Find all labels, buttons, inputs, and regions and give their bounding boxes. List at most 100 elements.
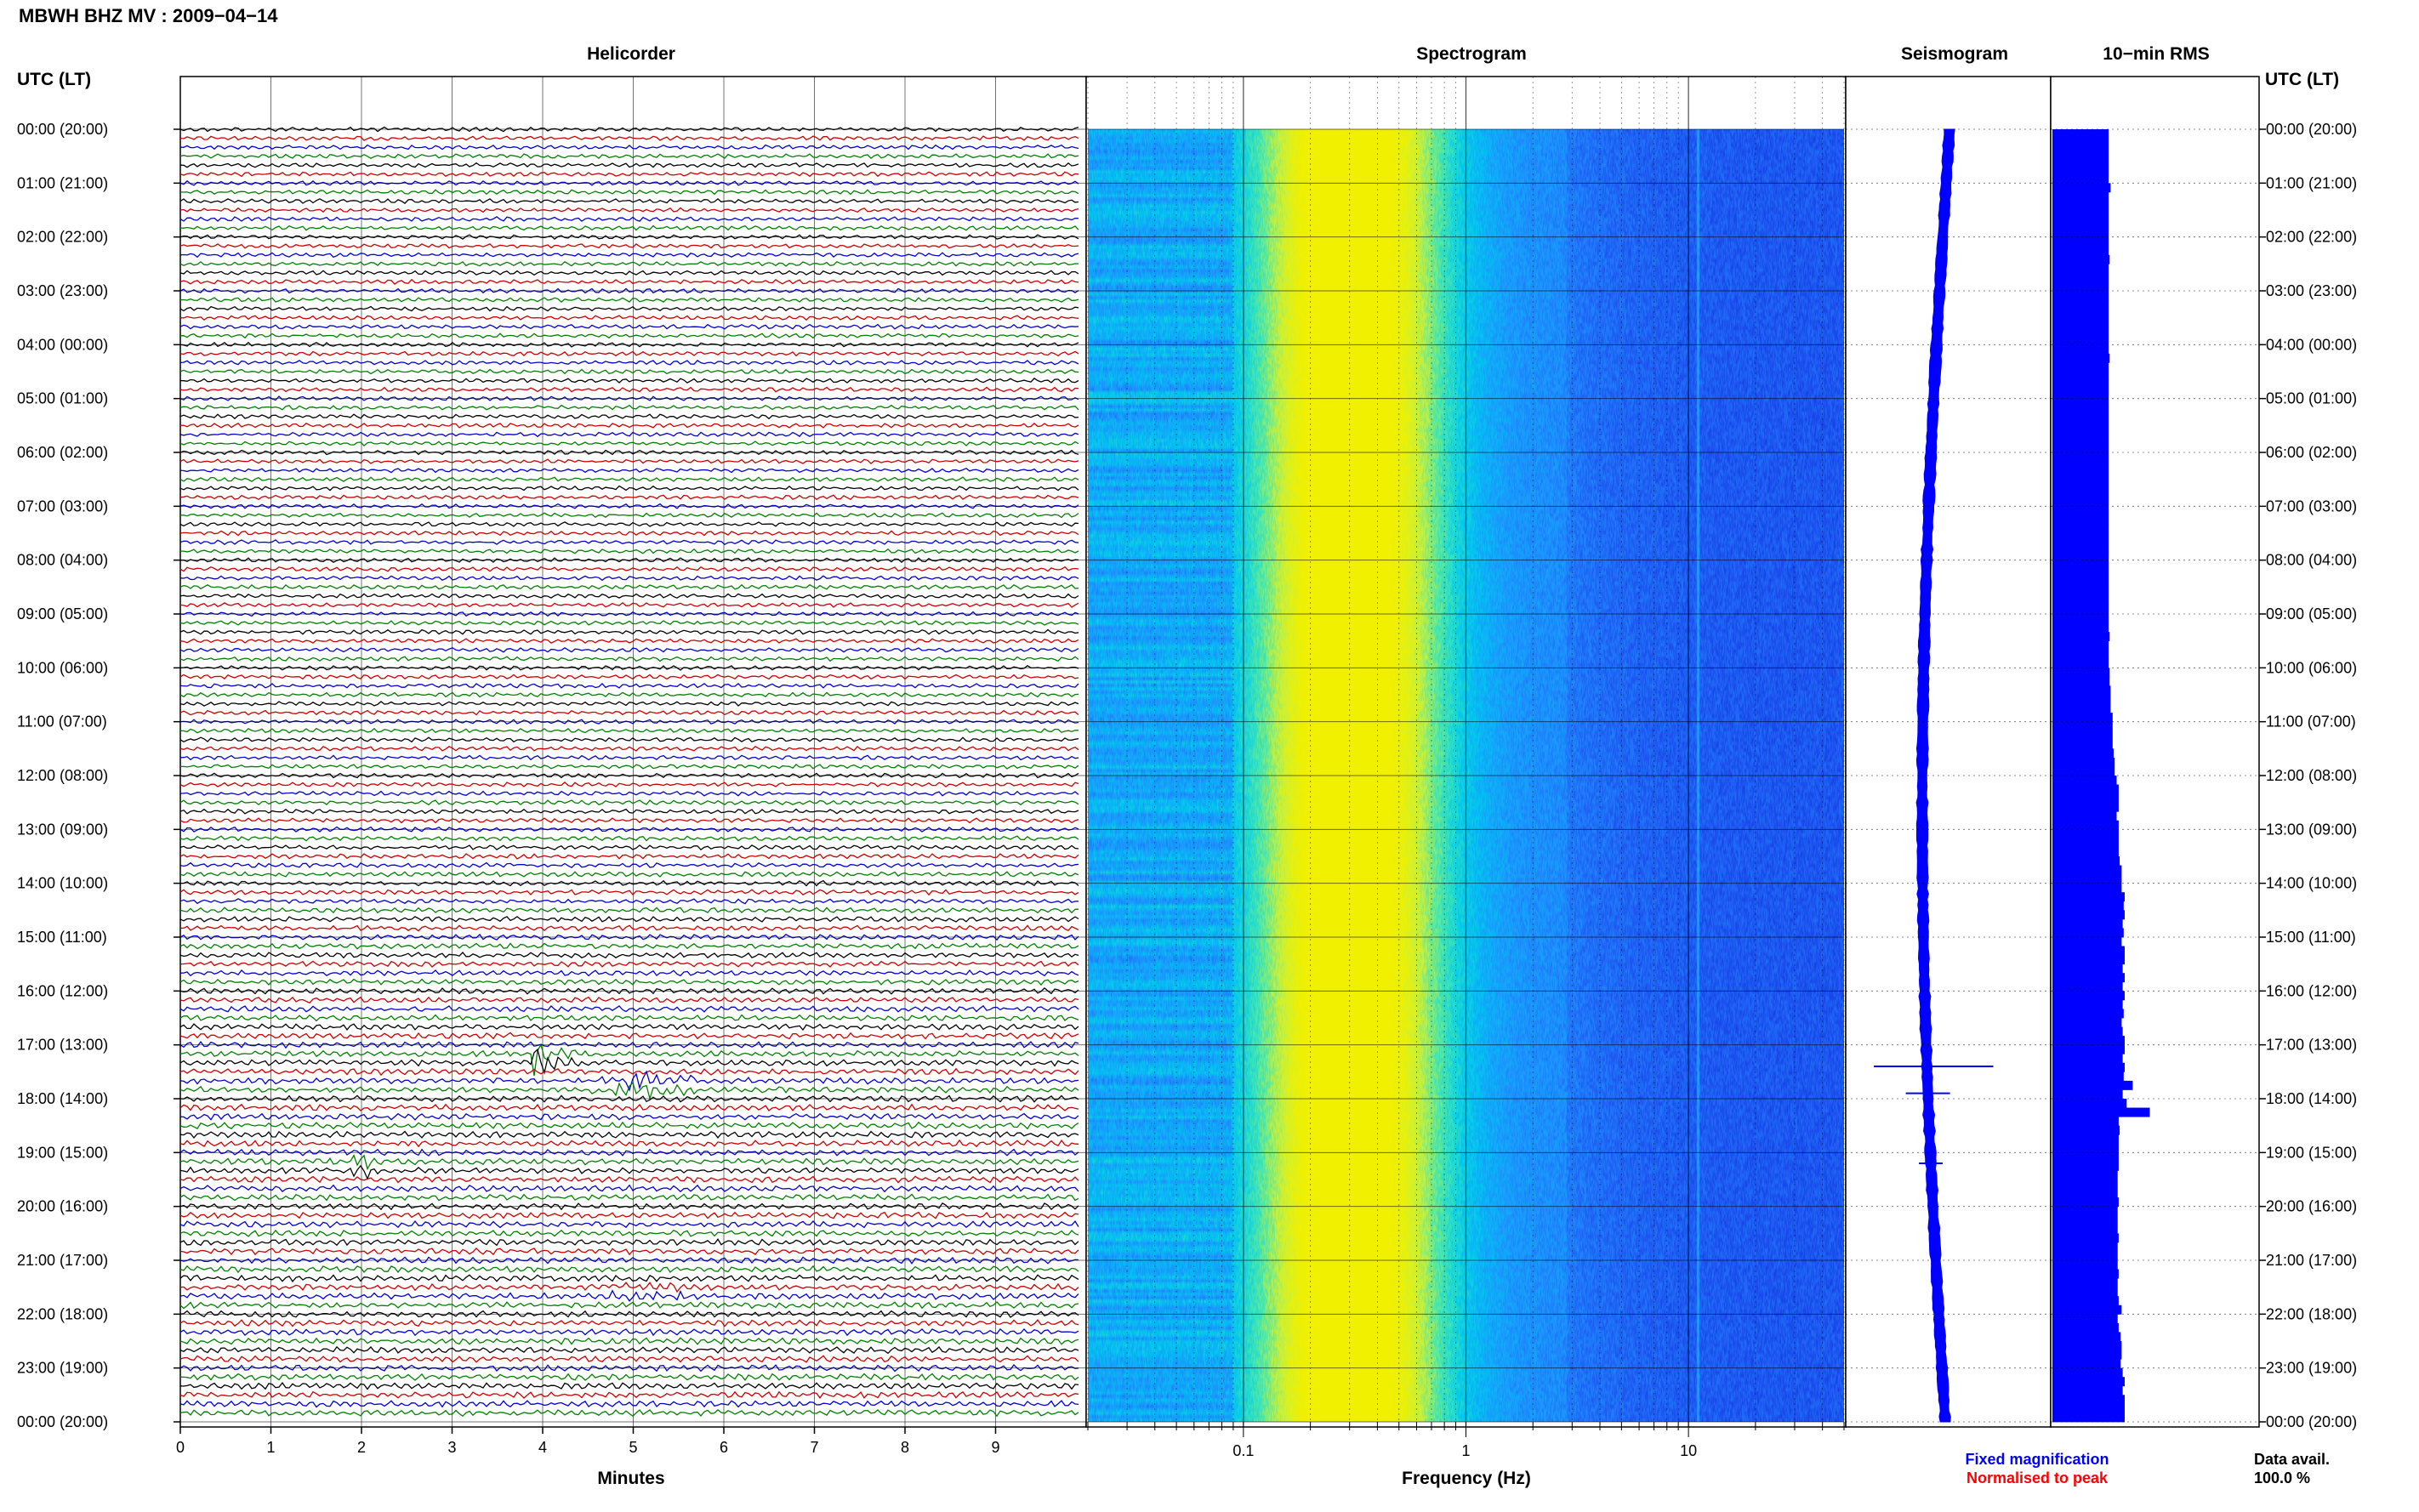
rms-bar: [2052, 533, 2109, 543]
rms-bar: [2052, 703, 2111, 713]
helicorder-x-tick-label: 8: [901, 1439, 909, 1456]
helicorder-trace: [179, 378, 1079, 384]
helicorder-trace: [179, 745, 1079, 752]
rms-bar: [2052, 856, 2120, 866]
helicorder-trace: [179, 1139, 1079, 1148]
helicorder-trace: [179, 601, 1079, 608]
helicorder-trace: [179, 539, 1079, 545]
rms-bar: [2052, 183, 2111, 193]
helicorder-trace: [179, 701, 1079, 707]
helicorder-trace: [179, 1184, 1079, 1193]
time-label-left: 03:00 (23:00): [17, 282, 108, 299]
helicorder-trace: [179, 1319, 1079, 1327]
time-label-right: 20:00 (16:00): [2266, 1198, 2357, 1215]
helicorder-trace: [179, 413, 1079, 420]
rms-bar: [2052, 291, 2109, 300]
time-label-left: 22:00 (18:00): [17, 1305, 108, 1322]
helicorder-trace: [179, 844, 1079, 851]
rms-bar: [2052, 730, 2113, 741]
rms-bar: [2052, 1377, 2125, 1387]
time-label-left: 21:00 (17:00): [17, 1252, 108, 1269]
rms-bar: [2052, 236, 2109, 247]
helicorder-trace: [179, 593, 1079, 600]
rms-bar: [2052, 191, 2109, 202]
helicorder-trace: [179, 234, 1079, 241]
time-axis-labels: 00:00 (20:00) 00:00 (20:00) 01:00 (21:00) 0…: [17, 121, 2357, 1430]
time-label-right: 19:00 (15:00): [2266, 1144, 2357, 1161]
rms-bar: [2052, 138, 2109, 148]
helicorder-trace: [179, 1345, 1079, 1355]
helicorder-trace: [179, 1103, 1079, 1111]
helicorder-trace: [179, 1301, 1079, 1310]
rms-bar: [2052, 1026, 2123, 1037]
rms-bar: [2052, 928, 2124, 938]
time-label-right: 13:00 (09:00): [2266, 821, 2357, 838]
rms-bar: [2052, 901, 2124, 911]
helicorder-trace: [179, 476, 1079, 482]
helicorder-trace: [179, 835, 1079, 842]
helicorder-trace: [179, 871, 1079, 878]
rms-bar: [2052, 1143, 2119, 1153]
rms-bar: [2052, 658, 2109, 668]
helicorder-trace: [179, 691, 1079, 698]
rms-bar: [2052, 569, 2109, 579]
spectrogram-x-tick-label: 1: [1461, 1442, 1470, 1459]
helicorder-x-tick-label: 1: [266, 1439, 275, 1456]
rms-bar: [2052, 1242, 2118, 1252]
rms-bar: [2052, 955, 2125, 965]
time-label-left: 04:00 (00:00): [17, 336, 108, 353]
helicorder-trace: [179, 826, 1079, 833]
rms-bar: [2052, 372, 2109, 381]
helicorder-trace: [179, 674, 1079, 680]
helicorder-trace: [179, 1382, 1079, 1390]
rms-bar: [2052, 497, 2109, 507]
helicorder-trace: [179, 1229, 1079, 1237]
rms-bar: [2052, 650, 2109, 660]
helicorder-trace: [179, 665, 1079, 671]
rms-bar: [2052, 1054, 2123, 1064]
rms-bar: [2052, 1341, 2122, 1350]
rms-bar: [2052, 622, 2109, 633]
helicorder-trace: [179, 566, 1079, 572]
rms-bar: [2052, 748, 2114, 759]
helicorder-trace: [179, 709, 1079, 716]
rms-bar: [2052, 344, 2109, 355]
helicorder-x-tick-label: 2: [357, 1439, 366, 1456]
helicorder-trace: [179, 933, 1079, 941]
helicorder-trace: [179, 898, 1079, 905]
rms-bar: [2052, 1152, 2119, 1162]
rms-bar: [2052, 820, 2119, 830]
helicorder-trace: [179, 225, 1079, 231]
helicorder-trace: [179, 799, 1079, 806]
rms-bar: [2052, 398, 2109, 408]
rms-bar: [2052, 766, 2115, 776]
rms-bar: [2052, 1215, 2118, 1225]
helicorder-x-tick-label: 4: [538, 1439, 547, 1456]
helicorder-trace: [179, 1390, 1079, 1400]
rms-bar: [2052, 1314, 2118, 1324]
spectrogram-x-tick-label: 0.1: [1232, 1442, 1254, 1459]
rms-bar: [2052, 254, 2110, 264]
rms-bar: [2052, 1062, 2125, 1072]
right-time-header: UTC (LT): [2265, 70, 2339, 89]
time-label-right: 02:00 (22:00): [2266, 229, 2357, 246]
helicorder-trace: [179, 485, 1079, 492]
rms-bar: [2052, 605, 2109, 615]
rms-bar: [2052, 685, 2111, 696]
rms-bar: [2052, 1125, 2120, 1135]
helicorder-trace: [179, 368, 1079, 375]
rms-bar: [2052, 676, 2110, 686]
seismogram-title: Seismogram: [1901, 44, 2008, 64]
rms-bar: [2052, 999, 2123, 1009]
rms-bar: [2052, 1134, 2119, 1145]
helicorder-trace: [179, 270, 1079, 276]
rms-bar: [2052, 595, 2109, 605]
time-label-left: 10:00 (06:00): [17, 659, 108, 676]
helicorder-trace: [179, 1289, 1079, 1302]
rms-bar: [2052, 514, 2109, 525]
rms-bar: [2052, 981, 2123, 992]
helicorder-trace: [179, 736, 1079, 743]
helicorder-trace: [179, 861, 1079, 868]
time-label-right: 12:00 (08:00): [2266, 767, 2357, 784]
helicorder-trace: [179, 1400, 1079, 1408]
